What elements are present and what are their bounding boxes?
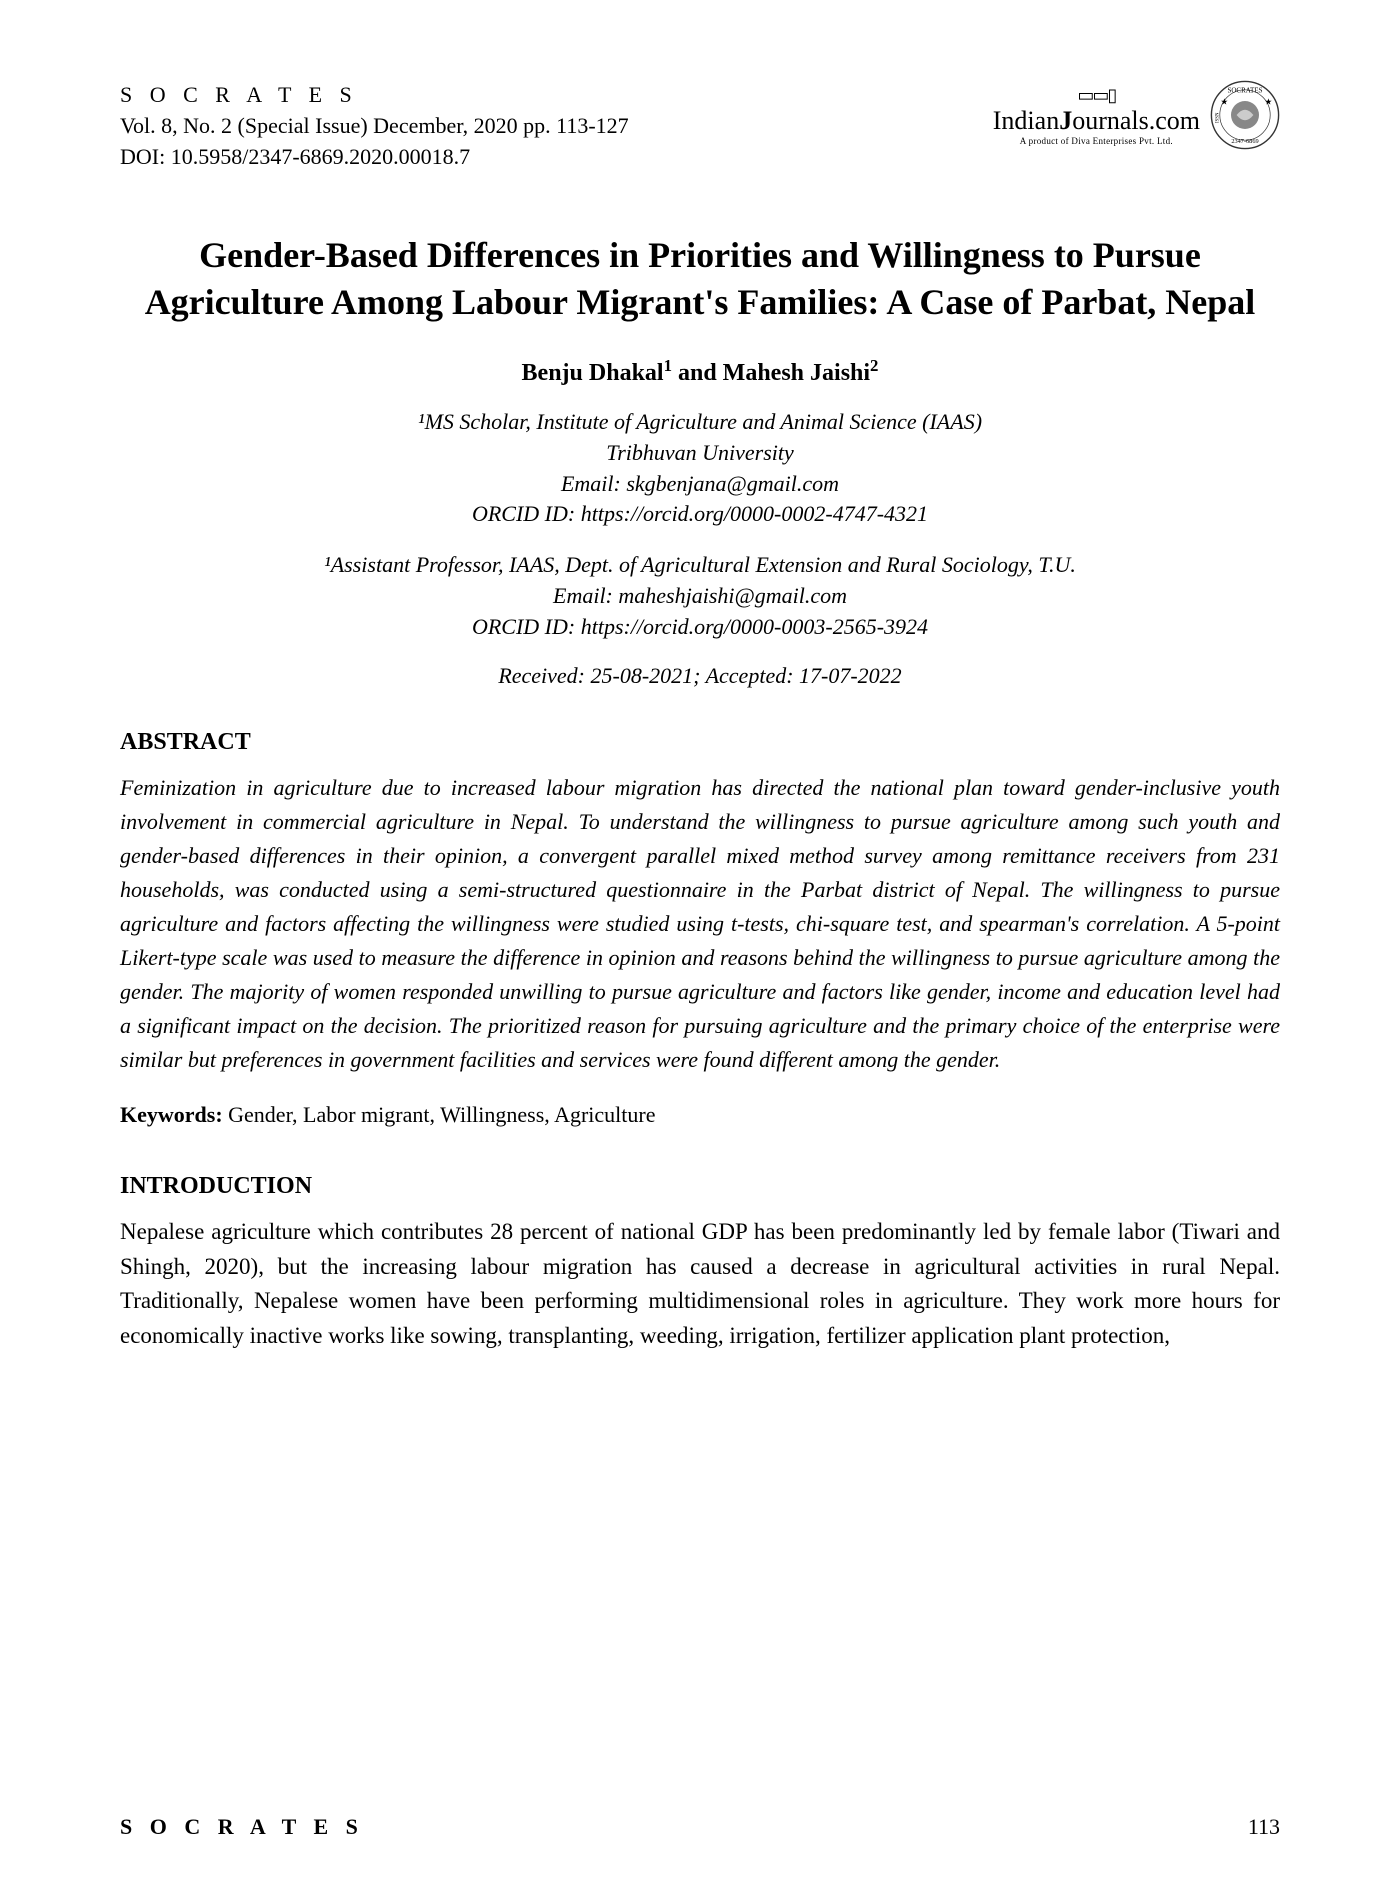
- aff2-line0: ¹Assistant Professor, IAAS, Dept. of Agr…: [120, 550, 1280, 581]
- abstract-heading: ABSTRACT: [120, 729, 1280, 756]
- aff2-line2: ORCID ID: https://orcid.org/0000-0003-25…: [120, 612, 1280, 643]
- books-icon: ▭▭▯: [993, 85, 1200, 106]
- affiliation-2: ¹Assistant Professor, IAAS, Dept. of Agr…: [120, 550, 1280, 642]
- aff1-line3: ORCID ID: https://orcid.org/0000-0002-47…: [120, 499, 1280, 530]
- authors-text: Benju Dhakal1 and Mahesh Jaishi2: [522, 360, 879, 386]
- header-row: S O C R A T E S Vol. 8, No. 2 (Special I…: [120, 80, 1280, 172]
- footer-journal: S O C R A T E S: [120, 1814, 364, 1840]
- publisher-logo-block: ▭▭▯ IndianJournals.com A product of Diva…: [993, 80, 1280, 150]
- dates-line: Received: 25-08-2021; Accepted: 17-07-20…: [120, 663, 1280, 689]
- issue-line: Vol. 8, No. 2 (Special Issue) December, …: [120, 111, 629, 142]
- aff1-line1: Tribhuvan University: [120, 438, 1280, 469]
- page-footer: S O C R A T E S 113: [120, 1814, 1280, 1840]
- indianjournals-logo: ▭▭▯ IndianJournals.com A product of Diva…: [993, 85, 1200, 146]
- journal-name: S O C R A T E S: [120, 80, 629, 111]
- introduction-heading: INTRODUCTION: [120, 1173, 1280, 1200]
- svg-text:ISSN: ISSN: [1215, 112, 1220, 123]
- brand-subtitle: A product of Diva Enterprises Pvt. Ltd.: [993, 136, 1200, 146]
- brand-left: Indian: [993, 106, 1059, 135]
- keywords-line: Keywords: Gender, Labor migrant, Willing…: [120, 1102, 1280, 1128]
- paper-title: Gender-Based Differences in Priorities a…: [120, 232, 1280, 326]
- brand-text: IndianJournals.com: [993, 106, 1200, 136]
- journal-meta: S O C R A T E S Vol. 8, No. 2 (Special I…: [120, 80, 629, 172]
- aff2-line1: Email: maheshjaishi@gmail.com: [120, 581, 1280, 612]
- aff1-line0: ¹MS Scholar, Institute of Agriculture an…: [120, 407, 1280, 438]
- doi-line: DOI: 10.5958/2347-6869.2020.00018.7: [120, 142, 629, 173]
- brand-right: ournals.com: [1072, 106, 1200, 135]
- svg-text:★: ★: [1221, 98, 1229, 107]
- keywords-label: Keywords:: [120, 1102, 223, 1127]
- brand-j: J: [1059, 106, 1072, 135]
- affiliation-1: ¹MS Scholar, Institute of Agriculture an…: [120, 407, 1280, 530]
- abstract-body: Feminization in agriculture due to incre…: [120, 771, 1280, 1078]
- authors-line: Benju Dhakal1 and Mahesh Jaishi2: [120, 356, 1280, 387]
- issn-seal-icon: SOCRATES 2347-6869 ISSN ★ ★: [1210, 80, 1280, 150]
- footer-page-number: 113: [1248, 1814, 1280, 1840]
- introduction-body: Nepalese agriculture which contributes 2…: [120, 1215, 1280, 1353]
- keywords-value: Gender, Labor migrant, Willingness, Agri…: [223, 1102, 656, 1127]
- seal-bottom-text: 2347-6869: [1231, 138, 1258, 145]
- aff1-line2: Email: skgbenjana@gmail.com: [120, 469, 1280, 500]
- svg-text:★: ★: [1265, 98, 1273, 107]
- seal-top-text: SOCRATES: [1227, 87, 1262, 95]
